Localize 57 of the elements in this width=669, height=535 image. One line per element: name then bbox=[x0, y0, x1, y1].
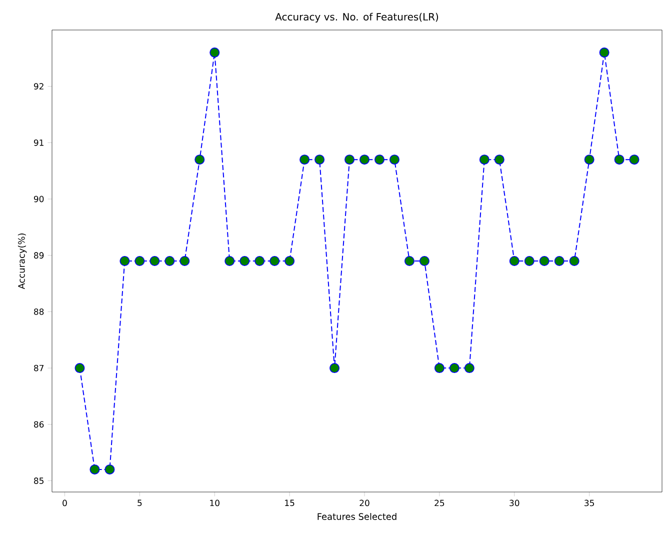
point bbox=[300, 154, 310, 165]
point bbox=[464, 363, 474, 374]
point bbox=[509, 256, 520, 266]
point bbox=[614, 154, 624, 165]
point bbox=[374, 154, 384, 165]
point bbox=[224, 256, 235, 266]
point bbox=[194, 154, 205, 165]
point bbox=[419, 256, 430, 266]
point bbox=[120, 256, 130, 266]
point bbox=[599, 48, 610, 58]
x-tick-label: 5 bbox=[138, 500, 142, 506]
y-axis-title: Accuracy(%) bbox=[18, 234, 27, 290]
point bbox=[314, 154, 325, 165]
point bbox=[164, 256, 175, 266]
y-tick-label: 87 bbox=[34, 364, 44, 372]
point bbox=[404, 256, 414, 266]
point bbox=[629, 154, 640, 165]
point bbox=[330, 363, 340, 374]
point bbox=[494, 154, 504, 165]
x-axis-title: Features Selected bbox=[318, 513, 396, 520]
point bbox=[104, 464, 115, 474]
point bbox=[90, 464, 100, 474]
x-tick-label: 30 bbox=[510, 500, 520, 506]
x-tick-label: 0 bbox=[62, 500, 67, 506]
y-tick-label: 91 bbox=[34, 139, 44, 146]
y-tick-label: 89 bbox=[34, 252, 44, 259]
y-tick-label: 88 bbox=[34, 308, 44, 315]
point bbox=[389, 154, 400, 165]
point bbox=[180, 256, 190, 266]
point bbox=[524, 256, 534, 266]
point bbox=[449, 363, 460, 374]
point bbox=[569, 256, 580, 266]
point bbox=[434, 363, 444, 374]
point bbox=[150, 256, 160, 266]
y-tick-label: 90 bbox=[34, 196, 44, 202]
point bbox=[74, 363, 85, 374]
chart-title: Accuracy vs. No. of Features(LR) bbox=[275, 12, 438, 22]
x-tick-label: 25 bbox=[434, 500, 444, 506]
point bbox=[134, 256, 145, 266]
point bbox=[210, 48, 220, 58]
point bbox=[539, 256, 550, 266]
x-tick-label: 35 bbox=[584, 500, 594, 506]
x-tick-label: 20 bbox=[360, 500, 370, 506]
point bbox=[240, 256, 250, 266]
point bbox=[254, 256, 265, 266]
point bbox=[270, 256, 280, 266]
point bbox=[584, 154, 594, 165]
y-tick-label: 86 bbox=[34, 421, 44, 428]
point bbox=[554, 256, 564, 266]
y-tick-label: 85 bbox=[34, 478, 44, 484]
x-tick-label: 15 bbox=[285, 500, 294, 506]
point bbox=[284, 256, 295, 266]
y-tick-label: 92 bbox=[34, 83, 44, 90]
point bbox=[360, 154, 370, 165]
point bbox=[344, 154, 355, 165]
x-tick-label: 10 bbox=[210, 500, 220, 506]
point bbox=[479, 154, 490, 165]
